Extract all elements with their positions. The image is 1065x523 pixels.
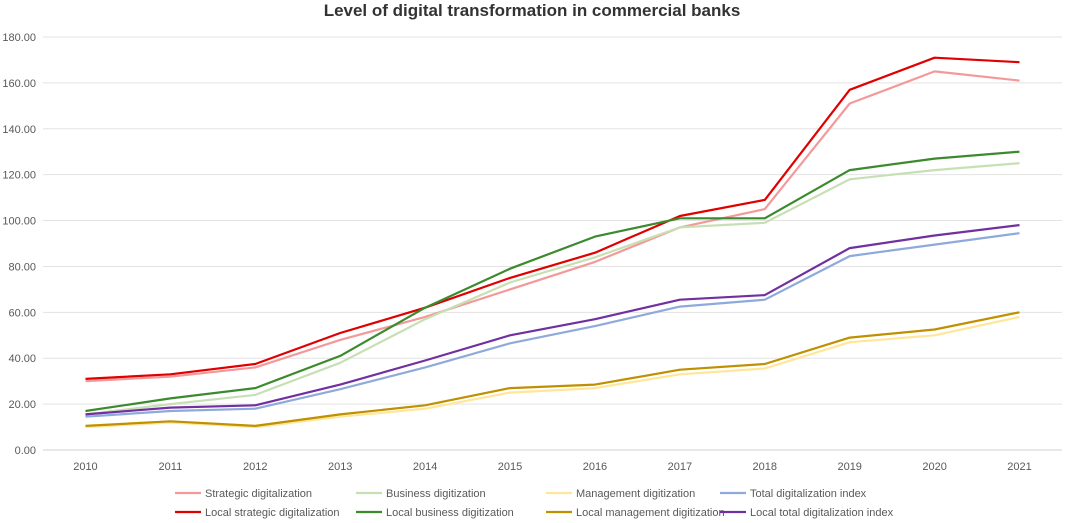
legend-label: Strategic digitalization (205, 488, 312, 500)
series-line-0 (85, 70, 1020, 383)
y-tick-label: 120.00 (2, 170, 36, 182)
legend-item: Local business digitization (356, 507, 514, 519)
x-tick-label: 2016 (583, 461, 607, 473)
series-line-2 (85, 315, 1020, 429)
x-tick-label: 2014 (413, 461, 437, 473)
y-tick-label: 180.00 (2, 32, 36, 44)
x-tick-label: 2011 (159, 461, 183, 473)
legend-item: Strategic digitalization (175, 488, 312, 500)
y-tick-label: 0.00 (15, 445, 36, 457)
legend-label: Management digitization (576, 488, 695, 500)
legend-item: Local strategic digitalization (175, 507, 340, 519)
x-tick-label: 2021 (1007, 461, 1031, 473)
legend-label: Total digitalization index (750, 488, 867, 500)
x-tick-label: 2019 (837, 461, 861, 473)
x-tick-label: 2018 (753, 461, 777, 473)
series-line-6 (85, 311, 1020, 427)
legend-label: Local strategic digitalization (205, 507, 340, 519)
x-tick-label: 2012 (243, 461, 267, 473)
legend-item: Local total digitalization index (720, 507, 894, 519)
x-tick-label: 2017 (668, 461, 692, 473)
series-line-3 (85, 232, 1020, 418)
y-tick-label: 100.00 (2, 216, 36, 228)
legend-label: Local management digitization (576, 507, 725, 519)
y-tick-label: 60.00 (8, 307, 36, 319)
chart-title: Level of digital transformation in comme… (324, 1, 741, 20)
legend-item: Local management digitization (546, 507, 725, 519)
legend-item: Business digitization (356, 488, 486, 500)
x-tick-label: 2015 (498, 461, 522, 473)
legend-item: Total digitalization index (720, 488, 867, 500)
series-line-1 (85, 162, 1020, 416)
series-line-7 (85, 224, 1020, 416)
series-line-4 (85, 56, 1020, 380)
x-tick-label: 2010 (73, 461, 97, 473)
legend-label: Local total digitalization index (750, 507, 894, 519)
x-tick-label: 2013 (328, 461, 352, 473)
y-tick-label: 140.00 (2, 124, 36, 136)
series-line-5 (85, 150, 1020, 413)
legend-item: Management digitization (546, 488, 695, 500)
legend-label: Business digitization (386, 488, 486, 500)
y-tick-label: 80.00 (8, 261, 36, 273)
legend-label: Local business digitization (386, 507, 514, 519)
x-tick-label: 2020 (922, 461, 946, 473)
y-tick-label: 40.00 (8, 353, 36, 365)
y-tick-label: 160.00 (2, 78, 36, 90)
y-tick-label: 20.00 (8, 399, 36, 411)
